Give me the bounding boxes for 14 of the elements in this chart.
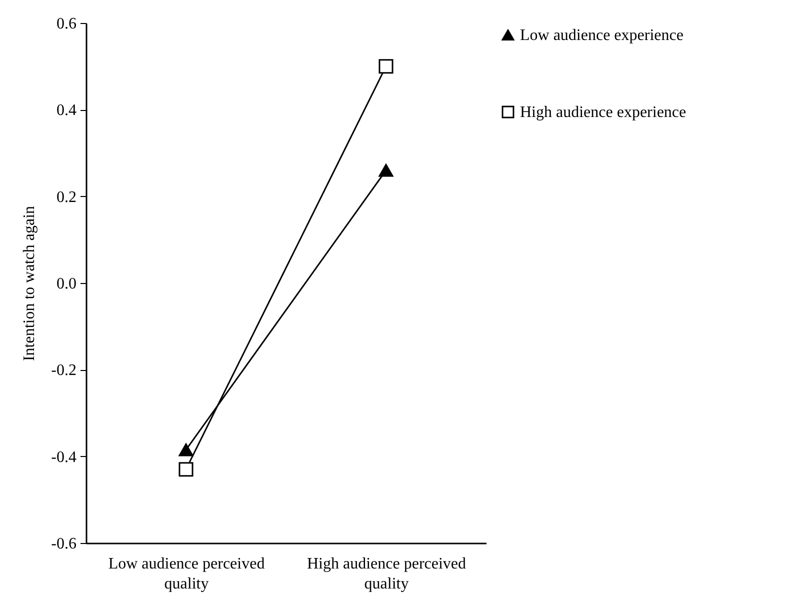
y-tick-label: -0.2 — [51, 362, 76, 380]
legend-label: Low audience experience — [520, 27, 684, 44]
legend-label: High audience experience — [520, 104, 686, 121]
y-tick-label: 0.0 — [56, 276, 76, 292]
x-tick-label: Low audience perceived quality — [108, 556, 265, 592]
point — [378, 59, 394, 74]
y-tick-label: 0.2 — [56, 188, 76, 206]
x-tick-label: High audience perceived quality — [306, 556, 466, 592]
y-tick-label: -0.4 — [51, 448, 76, 466]
y-tick-label: 0.6 — [56, 16, 76, 32]
y-tick-label: 0.4 — [56, 102, 76, 120]
y-tick-label: -0.6 — [51, 536, 76, 552]
point — [178, 462, 194, 477]
y-axis-title: Intention to watch again — [21, 206, 38, 362]
